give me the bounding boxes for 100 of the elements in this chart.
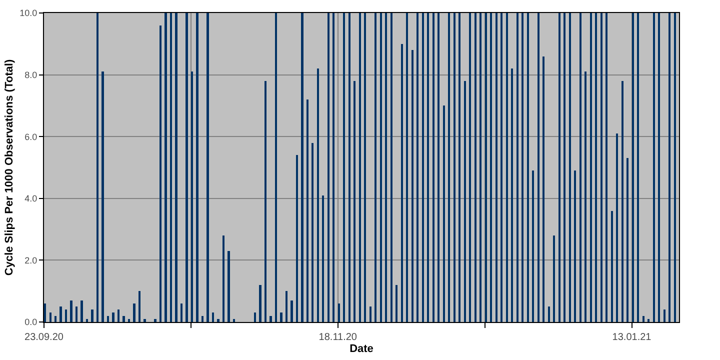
bar (448, 13, 450, 322)
bar (316, 68, 319, 322)
bar (96, 13, 99, 322)
y-axis-title: Cycle Slips Per 1000 Observations (Total) (3, 59, 16, 276)
bar (500, 13, 503, 322)
y-tick-label: 0.0 (24, 317, 38, 328)
bar (343, 13, 346, 322)
bar (358, 13, 361, 322)
bar (70, 300, 72, 322)
bar (380, 13, 382, 322)
bar (610, 210, 613, 322)
x-tick-label: 23.09.20 (24, 332, 64, 343)
bar (154, 318, 156, 322)
bar (469, 13, 472, 322)
bar (159, 25, 162, 322)
bar (332, 13, 335, 322)
bar (306, 100, 308, 322)
bar (128, 318, 130, 322)
bar (364, 13, 366, 322)
bar (206, 13, 209, 322)
bar (626, 158, 629, 322)
bar (464, 80, 466, 322)
y-tick-label: 2.0 (24, 255, 38, 266)
bar (327, 13, 330, 322)
bar (458, 13, 461, 322)
bar (396, 284, 398, 322)
bar (474, 13, 476, 322)
bar (532, 170, 534, 322)
bar (427, 13, 430, 322)
bar (564, 13, 566, 322)
bar (228, 250, 230, 322)
bar (254, 312, 256, 322)
bar (579, 13, 582, 322)
bar (338, 303, 340, 322)
bar (285, 291, 288, 322)
bar (411, 50, 414, 322)
bar (574, 170, 576, 322)
bar (516, 13, 518, 322)
bar (64, 310, 68, 322)
bar (217, 318, 220, 322)
bar (542, 56, 545, 322)
bar (354, 80, 356, 322)
bar (232, 318, 236, 322)
bar (652, 13, 655, 322)
bar (548, 306, 550, 322)
bar (222, 235, 225, 322)
bar (416, 13, 419, 322)
bar (80, 300, 83, 322)
bar (60, 306, 62, 322)
y-tick-label: 10.0 (20, 8, 38, 18)
bar (668, 13, 671, 322)
bar (568, 13, 571, 322)
bar (175, 13, 178, 322)
bar (296, 155, 298, 322)
bar (553, 235, 556, 322)
bar (133, 303, 136, 322)
bar (621, 80, 624, 322)
bar (196, 13, 198, 322)
bar (495, 13, 498, 322)
y-tick-label: 6.0 (24, 132, 38, 142)
bar (369, 306, 372, 322)
bar (422, 13, 424, 322)
x-tick-label: 13.01.21 (612, 332, 652, 343)
bar (522, 13, 524, 322)
bar (663, 310, 666, 322)
bar (112, 312, 114, 322)
bar (264, 80, 267, 322)
bar (75, 306, 78, 322)
bar (44, 303, 46, 322)
bar (312, 142, 314, 322)
bar (164, 13, 167, 322)
bar (138, 291, 141, 322)
bar (674, 13, 676, 322)
bar (274, 13, 278, 322)
x-tick-label: 18.11.20 (318, 332, 358, 343)
bar (301, 13, 304, 322)
bar (201, 316, 204, 322)
bar (374, 13, 377, 322)
bar (170, 13, 172, 322)
bar (406, 13, 408, 322)
bar (637, 13, 640, 322)
bar (106, 316, 110, 322)
bar (438, 13, 440, 322)
bar (49, 312, 52, 322)
bar (558, 13, 560, 322)
bar (385, 13, 388, 322)
bar (453, 13, 456, 322)
bar (186, 13, 188, 322)
bar (270, 316, 272, 322)
bar (212, 312, 214, 322)
bar (490, 13, 492, 322)
bar (606, 13, 608, 322)
bar (595, 13, 598, 322)
bar (584, 72, 587, 322)
bar (280, 312, 282, 322)
bar (86, 318, 88, 322)
bar (537, 13, 540, 322)
bar (480, 13, 482, 322)
bar (91, 310, 94, 322)
bar (122, 316, 125, 322)
